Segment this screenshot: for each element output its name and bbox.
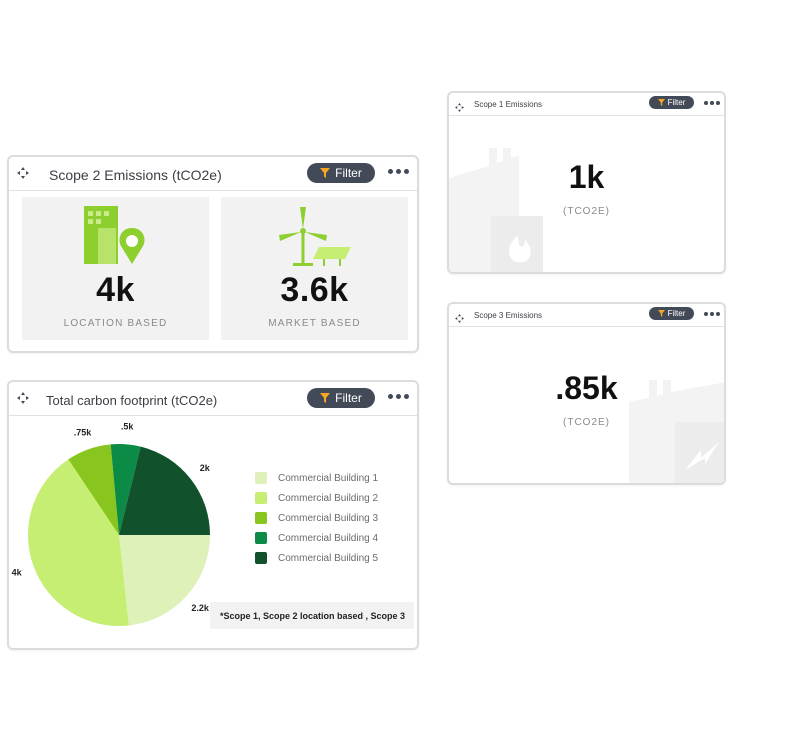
pie-slice[interactable] (28, 459, 129, 626)
legend-item[interactable]: Commercial Building 1 (255, 468, 378, 488)
location-based-tile: 4k LOCATION BASED (22, 197, 209, 340)
card-title: Total carbon footprint (tCO2e) (46, 393, 218, 408)
legend-item[interactable]: Commercial Building 3 (255, 508, 378, 528)
scope3-emissions-card: Scope 3 Emissions Filter .85k (TCO2E) (447, 302, 726, 485)
funnel-icon (320, 393, 331, 403)
filter-label: Filter (335, 391, 362, 405)
funnel-icon (320, 168, 331, 178)
scope1-emissions-card: Scope 1 Emissions Filter 1k (TCO2E) (447, 91, 726, 274)
funnel-icon (657, 99, 665, 106)
pie-data-label: 2.2k (191, 603, 210, 613)
legend-swatch (255, 472, 267, 484)
legend-label: Commercial Building 2 (278, 492, 379, 504)
wind-solar-icon (279, 207, 351, 266)
pie-data-label: 4k (12, 567, 23, 577)
building-location-icon (84, 206, 145, 264)
card-header: Scope 2 Emissions (tCO2e) Filter (9, 157, 417, 191)
legend-item[interactable]: Commercial Building 5 (255, 548, 378, 568)
filter-button[interactable]: Filter (307, 163, 375, 183)
filter-button[interactable]: Filter (649, 307, 694, 320)
more-options-button[interactable] (704, 312, 720, 316)
factory-lightning-illustration (629, 380, 724, 483)
scope1-value: 1k (568, 159, 605, 195)
pie-slice[interactable] (119, 446, 210, 535)
pie-slice[interactable] (110, 444, 141, 535)
pie-slice[interactable] (119, 535, 210, 626)
pie-legend: Commercial Building 1 Commercial Building… (255, 468, 378, 568)
legend-swatch (255, 532, 267, 544)
move-icon[interactable] (17, 391, 29, 409)
location-based-label: LOCATION BASED (63, 318, 168, 329)
pie-data-label: 2k (200, 463, 211, 473)
more-options-button[interactable] (388, 394, 409, 399)
move-icon[interactable] (17, 166, 29, 184)
filter-button[interactable]: Filter (307, 388, 375, 408)
location-based-value: 4k (96, 271, 135, 309)
move-icon[interactable] (455, 99, 464, 117)
card-title: Scope 3 Emissions (474, 311, 543, 320)
pie-data-label: .75k (74, 427, 93, 437)
market-based-tile: 3.6k MARKET BASED (221, 197, 408, 340)
scope3-unit: (TCO2E) (563, 417, 610, 428)
funnel-icon (657, 310, 665, 317)
legend-label: Commercial Building 5 (278, 552, 379, 564)
card-title: Scope 2 Emissions (tCO2e) (49, 167, 222, 183)
legend-swatch (255, 512, 267, 524)
pie-slice[interactable] (68, 444, 119, 535)
more-options-button[interactable] (388, 169, 409, 174)
legend-swatch (255, 552, 267, 564)
card-header: Total carbon footprint (tCO2e) Filter (9, 382, 417, 416)
card-title: Scope 1 Emissions (474, 100, 543, 109)
market-based-label: MARKET BASED (268, 318, 361, 329)
move-icon[interactable] (455, 310, 464, 328)
scope2-emissions-card: Scope 2 Emissions (tCO2e) Filter 4k LOCA… (7, 155, 419, 353)
legend-label: Commercial Building 1 (278, 472, 379, 484)
more-options-button[interactable] (704, 101, 720, 105)
legend-swatch (255, 492, 267, 504)
scope3-value: .85k (555, 370, 618, 406)
filter-label: Filter (335, 166, 362, 180)
legend-label: Commercial Building 3 (278, 512, 379, 524)
pie-data-label: .5k (121, 421, 135, 431)
card-header: Scope 3 Emissions Filter (449, 304, 724, 327)
factory-flame-illustration (449, 148, 543, 272)
legend-item[interactable]: Commercial Building 2 (255, 488, 378, 508)
carbon-footprint-pie-chart: 2.2k 4k .75k .5k 2k (12, 421, 211, 626)
card-header: Scope 1 Emissions Filter (449, 93, 724, 116)
filter-label: Filter (667, 309, 686, 318)
filter-label: Filter (667, 98, 686, 107)
total-carbon-footprint-card: Total carbon footprint (tCO2e) Filter 2.… (7, 380, 419, 650)
filter-button[interactable]: Filter (649, 96, 694, 109)
legend-label: Commercial Building 4 (278, 532, 379, 544)
scope1-unit: (TCO2E) (563, 206, 610, 217)
market-based-value: 3.6k (280, 271, 349, 309)
legend-item[interactable]: Commercial Building 4 (255, 528, 378, 548)
footnote: *Scope 1, Scope 2 location based , Scope… (210, 602, 414, 629)
